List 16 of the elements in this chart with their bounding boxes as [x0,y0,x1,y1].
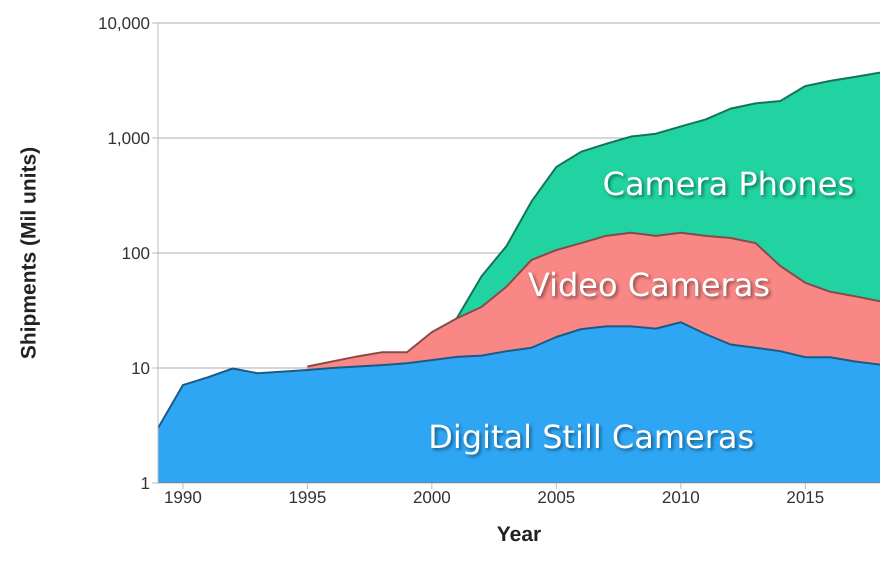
y-tick-label: 100 [122,244,150,264]
series-label: Camera Phones [602,165,854,203]
y-tick-label: 1,000 [107,129,150,148]
y-tick-label: 10 [131,359,150,378]
x-axis-title: Year [496,523,542,546]
x-tick-label: 2000 [412,488,451,508]
x-tick-label: 2010 [662,488,700,508]
x-tick-label: 1990 [164,488,202,508]
x-tick-label: 1995 [288,488,326,508]
series-label: Digital Still Cameras [428,418,754,456]
x-tick-label: 2005 [537,488,576,508]
series-label: Video Cameras [528,266,770,304]
y-tick-label: 10,000 [98,14,150,34]
y-tick-label: 1 [140,474,150,494]
y-axis-title: Shipments (Mil units) [17,146,40,360]
x-tick-label: 2015 [786,488,824,508]
